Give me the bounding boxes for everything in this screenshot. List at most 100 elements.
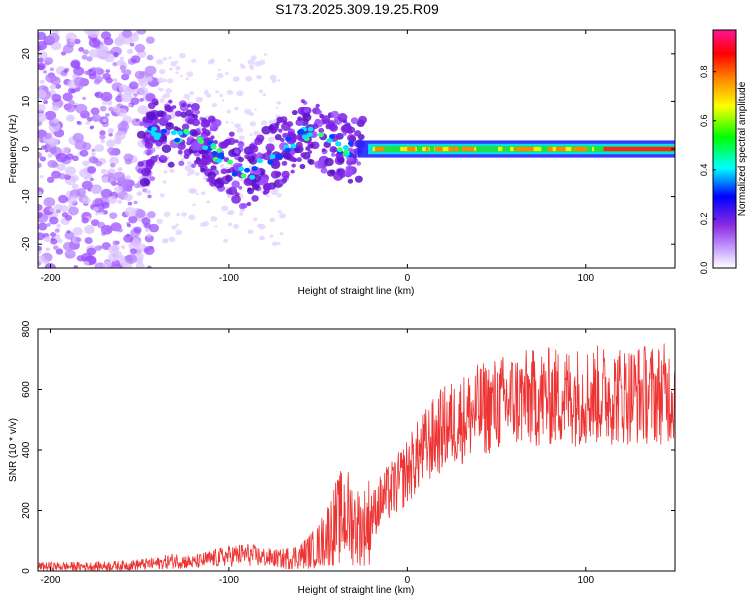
noise-blob [101, 177, 109, 183]
noise-blob [104, 112, 110, 117]
signal-blob [202, 160, 208, 165]
noise-blob [175, 71, 179, 75]
noise-blob [276, 101, 281, 105]
signal-blob [265, 143, 275, 152]
noise-blob [169, 67, 174, 71]
bottom-y-tick-label: 200 [21, 502, 32, 519]
signal-blob [246, 187, 255, 195]
signal-blob [249, 145, 259, 153]
noise-blob [175, 65, 181, 71]
noise-blob [168, 236, 176, 243]
noise-blob [224, 72, 229, 75]
signal-blob [165, 104, 172, 110]
noise-blob [269, 234, 274, 238]
noise-blob [100, 224, 113, 235]
noise-blob [86, 247, 97, 256]
signal-blob [320, 167, 328, 174]
noise-blob [47, 153, 53, 158]
noise-blob [112, 51, 119, 57]
noise-blob [134, 183, 141, 189]
noise-blob [128, 241, 140, 251]
noise-blob [87, 174, 93, 179]
noise-blob [148, 223, 160, 233]
noise-blob [109, 212, 118, 220]
noise-blob [94, 197, 103, 205]
top-y-tick-label: 20 [21, 48, 32, 60]
noise-blob [162, 180, 167, 184]
noise-blob [42, 70, 48, 74]
noise-blob [135, 118, 140, 123]
signal-blob [321, 115, 331, 124]
noise-blob [65, 103, 76, 113]
top-y-tick-label: 10 [21, 95, 32, 107]
bottom-x-tick-label: -100 [219, 575, 239, 586]
signal-blob [314, 160, 324, 169]
noise-blob [50, 232, 56, 238]
noise-blob [221, 99, 225, 102]
noise-blob [119, 56, 124, 60]
noise-blob [216, 78, 219, 81]
noise-blob [247, 229, 254, 235]
signal-blob [344, 168, 354, 177]
noise-blob [101, 201, 110, 209]
noise-blob [252, 217, 258, 222]
noise-blob [215, 90, 220, 94]
noise-blob [120, 120, 128, 127]
signal-core [170, 130, 177, 136]
noise-blob [99, 130, 106, 136]
noise-blob [163, 211, 171, 218]
band-hot-segment [407, 146, 416, 152]
top-y-tick-label: 0 [21, 146, 32, 152]
noise-blob [38, 162, 42, 168]
noise-blob [179, 74, 183, 78]
signal-blob [149, 155, 158, 163]
signal-blob [201, 127, 207, 133]
noise-blob [226, 109, 231, 114]
signal-blob [220, 168, 228, 175]
noise-blob [127, 201, 133, 206]
noise-blob [162, 78, 167, 82]
noise-blob [72, 226, 83, 236]
noise-blob [79, 149, 89, 157]
signal-blob [330, 152, 336, 157]
signal-blob [151, 98, 159, 105]
band-hot-segment [448, 146, 460, 152]
signal-core [347, 140, 354, 146]
noise-blob [69, 38, 75, 43]
noise-blob [133, 226, 142, 234]
noise-blob [87, 166, 97, 174]
signal-blob [280, 116, 288, 123]
noise-blob [45, 247, 51, 252]
noise-blob [82, 160, 90, 167]
signal-blob [165, 122, 175, 131]
bottom-y-tick-label: 400 [21, 441, 32, 458]
noise-blob [117, 227, 123, 233]
noise-blob [232, 178, 236, 181]
signal-blob [291, 163, 296, 168]
signal-blob [347, 134, 356, 142]
signal-blob [281, 178, 288, 183]
noise-blob [46, 176, 55, 183]
band-hot-segment [576, 146, 581, 152]
signal-blob [228, 131, 235, 137]
signal-blob [178, 160, 185, 167]
noise-blob [66, 114, 75, 122]
noise-blob [162, 56, 168, 61]
noise-blob [38, 31, 47, 41]
noise-blob [147, 194, 152, 199]
noise-blob [106, 139, 116, 148]
signal-blob [318, 127, 325, 134]
signal-core [151, 126, 158, 132]
noise-blob [168, 56, 172, 59]
noise-blob [145, 228, 149, 232]
noise-blob [38, 261, 42, 267]
noise-blob [175, 229, 183, 236]
signal-blob [300, 152, 307, 158]
noise-blob [170, 61, 177, 67]
noise-blob [194, 172, 200, 176]
signal-blob [256, 134, 265, 142]
noise-blob [196, 192, 199, 196]
noise-blob [100, 139, 106, 144]
noise-blob [279, 213, 286, 219]
signal-blob [278, 128, 283, 133]
